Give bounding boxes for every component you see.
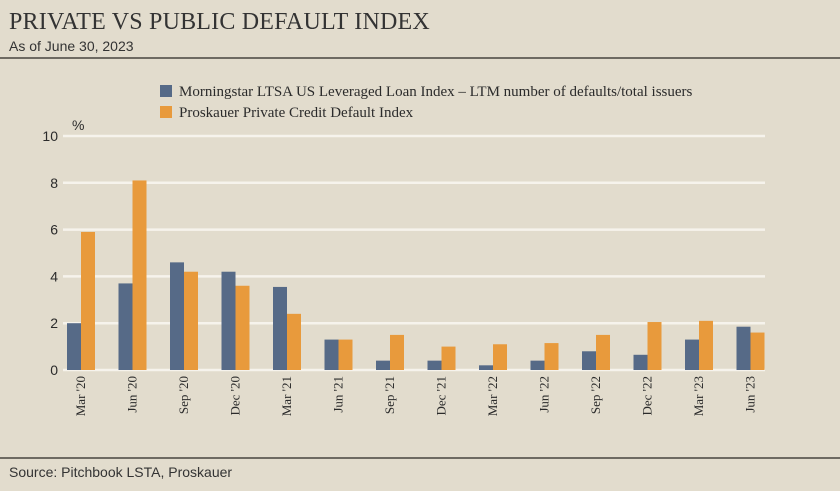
bar-private: [235, 285, 250, 370]
bar-public: [221, 271, 236, 370]
bar-private: [184, 271, 198, 370]
bar-private: [338, 339, 353, 370]
x-tick-label: Mar '22: [485, 376, 500, 416]
bar-private: [132, 180, 147, 370]
x-tick-label: Dec '22: [640, 376, 655, 416]
y-tick-label: 10: [42, 128, 58, 144]
y-tick-label: 6: [50, 222, 58, 238]
bar-public: [118, 283, 133, 370]
bar-private: [493, 344, 507, 370]
source-note: Source: Pitchbook LSTA, Proskauer: [9, 464, 233, 480]
x-tick-label: Jun '21: [331, 376, 346, 413]
x-tick-label: Sep '22: [588, 376, 603, 414]
bar-private: [544, 343, 559, 370]
bar-private: [750, 332, 765, 370]
bar-public: [633, 354, 648, 370]
bar-public: [736, 326, 751, 370]
x-tick-label: Dec '20: [228, 376, 243, 416]
legend-label: Morningstar LTSA US Leveraged Loan Index…: [179, 84, 693, 100]
legend-label: Proskauer Private Credit Default Index: [179, 105, 414, 121]
header-divider: [0, 57, 840, 59]
x-tick-label: Dec '21: [434, 376, 449, 416]
footer-divider: [0, 457, 840, 459]
x-tick-label: Jun '22: [537, 376, 552, 413]
bar-public: [67, 323, 81, 370]
x-tick-label: Mar '23: [691, 376, 706, 416]
bar-private: [390, 334, 404, 370]
bar-public: [530, 360, 545, 370]
bar-public: [376, 360, 390, 370]
y-tick-label: 4: [50, 268, 58, 284]
y-tick-label: 2: [50, 315, 58, 331]
x-tick-label: Sep '20: [176, 376, 191, 414]
bar-private: [699, 320, 713, 370]
x-tick-label: Jun '23: [743, 376, 758, 413]
bar-public: [324, 339, 339, 370]
bar-private: [81, 231, 95, 370]
bar-public: [170, 262, 184, 370]
bar-public: [685, 339, 699, 370]
bar-private: [647, 322, 662, 370]
bar-public: [273, 286, 287, 370]
bar-public: [479, 365, 493, 370]
y-tick-label: 0: [50, 362, 58, 378]
bar-private: [441, 346, 456, 370]
y-tick-label: 8: [50, 175, 58, 191]
bar-private: [287, 313, 301, 370]
bar-public: [427, 360, 442, 370]
chart-title: PRIVATE VS PUBLIC DEFAULT INDEX: [9, 9, 430, 35]
x-tick-label: Sep '21: [382, 376, 397, 414]
bar-private: [596, 334, 610, 370]
x-tick-label: Mar '21: [279, 376, 294, 416]
chart-subtitle: As of June 30, 2023: [9, 38, 134, 54]
legend-swatch: [160, 106, 172, 118]
x-tick-label: Jun '20: [125, 376, 140, 413]
bar-public: [582, 351, 596, 370]
legend-swatch: [160, 85, 172, 97]
y-axis-unit: %: [72, 117, 84, 133]
x-tick-label: Mar '20: [73, 376, 88, 416]
